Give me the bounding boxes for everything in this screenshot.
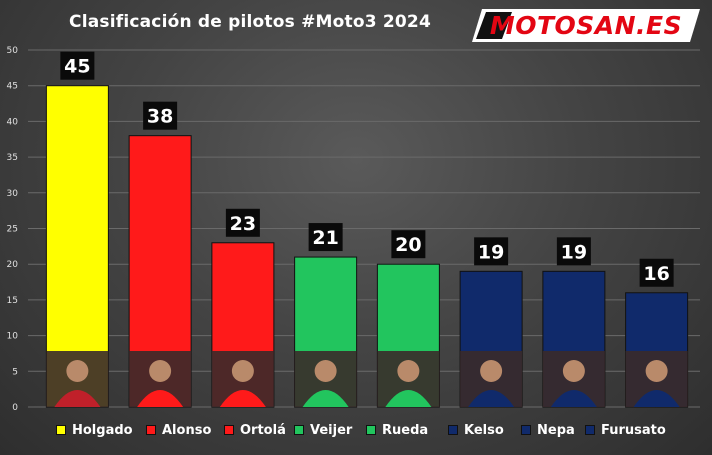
rider-head-icon xyxy=(645,360,668,382)
data-label-box xyxy=(391,230,426,259)
rider-suit-icon xyxy=(468,390,515,407)
legend-swatch xyxy=(294,425,304,435)
chart-title: Clasificación de pilotos #Moto3 2024 xyxy=(69,12,431,32)
legend-item-kelso: Kelso xyxy=(448,420,504,440)
data-label: 19 xyxy=(478,241,504,263)
rider-head-icon xyxy=(562,360,585,382)
y-tick-label: 25 xyxy=(7,225,18,235)
rider-suit-icon xyxy=(633,390,680,407)
rider-head-icon xyxy=(314,360,337,382)
legend-item-veijer: Veijer xyxy=(294,420,352,440)
legend-item-nepa: Nepa xyxy=(521,420,575,440)
legend-item-rueda: Rueda xyxy=(366,420,428,440)
data-label: 21 xyxy=(312,227,338,249)
y-tick-label: 50 xyxy=(7,46,19,56)
legend-swatch xyxy=(521,425,531,435)
legend-swatch xyxy=(224,425,234,435)
motosan-logo: MOTOSAN.ES xyxy=(472,9,700,42)
legend-label: Nepa xyxy=(537,422,575,438)
legend-label: Rueda xyxy=(382,422,429,438)
rider-suit-icon xyxy=(137,390,184,407)
data-label-box xyxy=(639,258,674,287)
legend-item-ortolá: Ortolá xyxy=(224,420,286,440)
legend-item-holgado: Holgado xyxy=(56,420,133,440)
rider-head-icon xyxy=(149,360,172,382)
data-label: 38 xyxy=(147,106,173,128)
data-label-box xyxy=(225,208,260,237)
legend-label: Kelso xyxy=(464,422,504,438)
rider-suit-icon xyxy=(385,390,432,407)
y-tick-label: 40 xyxy=(7,117,19,127)
rider-head-icon xyxy=(66,360,89,382)
rider-head-icon xyxy=(480,360,503,382)
data-label-box xyxy=(474,237,509,266)
data-label-box xyxy=(556,237,591,266)
logo-banner-shape xyxy=(472,9,700,42)
data-label: 23 xyxy=(230,213,256,235)
rider-suit-icon xyxy=(54,390,101,407)
logo-text: MOTOSAN.ES xyxy=(489,11,683,40)
legend-swatch xyxy=(448,425,458,435)
rider-suit-icon xyxy=(550,390,597,407)
data-label: 20 xyxy=(395,234,421,256)
legend-swatch xyxy=(366,425,376,435)
chart-legend: Holgado Alonso Ortolá Veijer Rueda Kelso Nepa F… xyxy=(0,420,712,440)
legend-label: Veijer xyxy=(310,422,353,438)
legend-label: Alonso xyxy=(162,422,212,438)
legend-item-alonso: Alonso xyxy=(146,420,211,440)
legend-swatch xyxy=(585,425,595,435)
legend-item-furusato: Furusato xyxy=(585,420,666,440)
legend-swatch xyxy=(56,425,66,435)
rider-head-icon xyxy=(397,360,420,382)
data-label-box xyxy=(143,101,178,130)
y-tick-label: 10 xyxy=(7,332,19,342)
y-tick-label: 35 xyxy=(7,153,18,163)
data-label: 45 xyxy=(64,56,90,78)
rider-suit-icon xyxy=(219,390,266,407)
data-label-box xyxy=(60,51,95,80)
y-tick-label: 20 xyxy=(7,260,19,270)
y-tick-label: 15 xyxy=(7,296,18,306)
rider-head-icon xyxy=(231,360,254,382)
rider-suit-icon xyxy=(302,390,349,407)
y-tick-label: 45 xyxy=(7,82,18,92)
data-label: 19 xyxy=(561,241,587,263)
data-label: 16 xyxy=(643,263,669,285)
y-tick-label: 0 xyxy=(12,403,18,413)
data-label-box xyxy=(308,223,343,252)
legend-swatch xyxy=(146,425,156,435)
legend-label: Furusato xyxy=(601,422,666,438)
legend-label: Ortolá xyxy=(240,422,286,438)
y-tick-label: 30 xyxy=(7,189,19,199)
y-tick-label: 5 xyxy=(12,367,18,377)
legend-label: Holgado xyxy=(72,422,133,438)
